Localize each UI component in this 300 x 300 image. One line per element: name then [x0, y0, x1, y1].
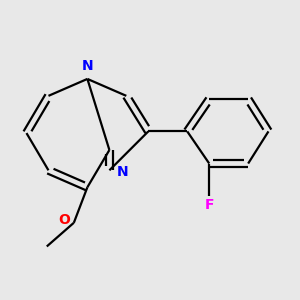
- Text: N: N: [116, 165, 128, 179]
- Text: F: F: [205, 198, 214, 212]
- Text: N: N: [82, 59, 93, 73]
- Text: O: O: [58, 213, 70, 227]
